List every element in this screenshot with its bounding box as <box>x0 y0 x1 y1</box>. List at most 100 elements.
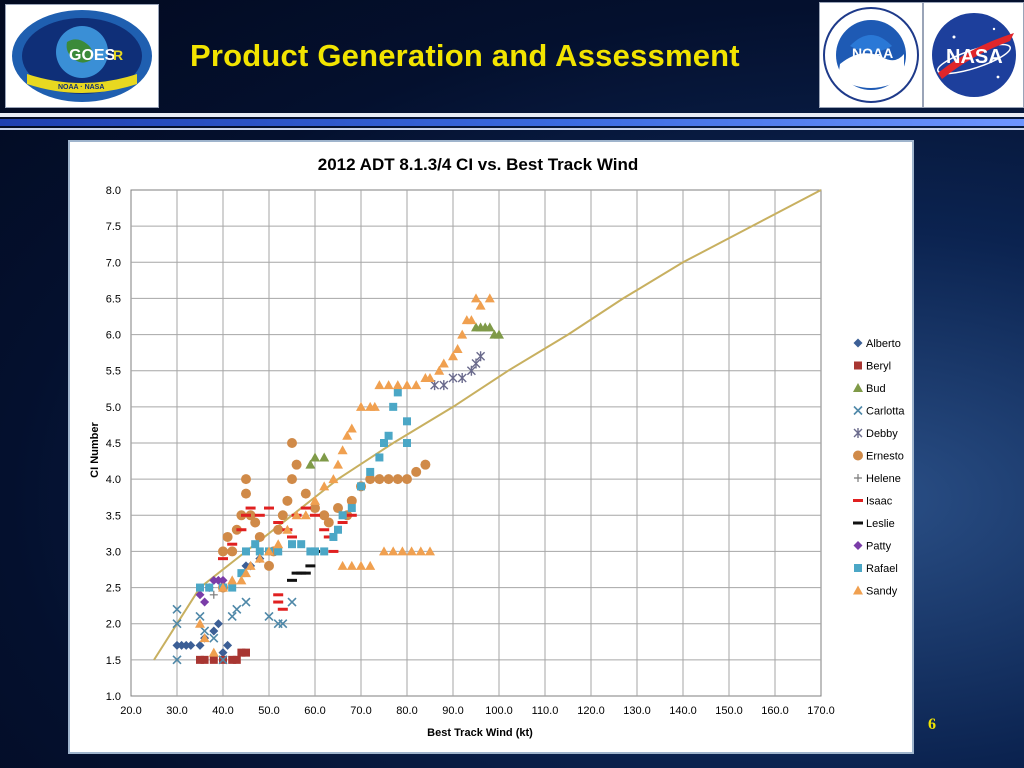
data-points <box>172 293 504 665</box>
noaa-logo: NOAA <box>819 2 923 108</box>
x-tick-label: 160.0 <box>761 705 789 717</box>
beryl-point <box>228 655 237 664</box>
nasa-logo: NASA <box>923 2 1024 108</box>
carlotta-point <box>200 626 210 636</box>
debby-point <box>466 365 476 376</box>
rafael-point <box>347 504 356 513</box>
legend-marker-isaac <box>853 499 863 502</box>
chart-legend: Alberto Beryl Bud Carlotta Debby Ernesto Helen… <box>853 338 905 598</box>
isaac-point <box>218 557 228 561</box>
rafael-point <box>242 547 250 556</box>
ernesto-point <box>402 474 412 485</box>
rafael-point <box>274 547 283 556</box>
sandy-point <box>208 647 219 657</box>
series-sandy <box>195 293 495 657</box>
page-number: 6 <box>928 716 936 733</box>
y-tick-label: 3.5 <box>106 510 121 522</box>
axis-ticks: 20.0 30.0 40.0 50.0 60.0 70.0 80.0 90.0 100.0 110… <box>106 185 835 717</box>
sandy-point <box>218 582 228 592</box>
beryl-point <box>237 648 246 657</box>
goes-r-letter: R <box>113 47 123 63</box>
leslie-point <box>300 571 311 575</box>
alberto-point <box>181 640 191 650</box>
carlotta-point <box>172 604 182 614</box>
noaa-logo-text: NOAA <box>852 45 893 61</box>
sandy-point <box>264 546 274 556</box>
legend-marker-ernesto <box>853 450 863 461</box>
sandy-point <box>475 300 486 310</box>
ernesto-point <box>346 495 357 506</box>
y-tick-label: 4.5 <box>106 438 121 450</box>
sandy-point <box>379 546 389 556</box>
ernesto-point <box>310 503 320 514</box>
rafael-point <box>334 525 342 534</box>
carlotta-point <box>227 611 237 622</box>
ernesto-point <box>287 474 297 485</box>
sandy-point <box>333 459 343 469</box>
y-tick-label: 6.0 <box>106 330 121 342</box>
patty-point <box>209 575 219 585</box>
rafael-point <box>237 569 246 578</box>
beryl-point <box>242 648 250 657</box>
legend-marker-beryl <box>854 361 862 370</box>
sandy-point <box>328 474 339 484</box>
ernesto-point <box>273 524 284 535</box>
isaac-point <box>264 506 274 510</box>
sandy-point <box>452 344 463 354</box>
patty-point <box>195 590 205 600</box>
sandy-point <box>346 423 357 433</box>
carlotta-point <box>278 619 288 629</box>
goes-r-emblem-icon: GOES R NOAA · NASA <box>12 10 152 102</box>
beryl-point <box>196 655 204 664</box>
patty-point <box>213 575 223 585</box>
x-axis-label: Best Track Wind (kt) <box>427 727 533 739</box>
ernesto-point <box>222 531 233 542</box>
rafael-point <box>380 439 388 447</box>
legend-label-debby: Debby <box>866 428 898 440</box>
legend-label-sandy: Sandy <box>866 586 898 598</box>
rafael-point <box>320 547 329 556</box>
sandy-point <box>342 430 353 440</box>
carlotta-point <box>195 611 205 622</box>
alberto-point <box>241 561 251 571</box>
header-rule-top <box>0 113 1024 117</box>
rafael-point <box>389 402 398 411</box>
leslie-point <box>287 578 297 582</box>
legend-marker-sandy <box>853 585 863 595</box>
sandy-point <box>388 546 399 556</box>
ernesto-point <box>218 546 228 557</box>
carlotta-point <box>264 611 274 622</box>
legend-marker-bud <box>853 383 863 392</box>
carlotta-point <box>209 633 219 643</box>
y-tick-label: 1.0 <box>106 691 121 703</box>
grid <box>130 189 822 697</box>
isaac-point <box>241 513 251 517</box>
isaac-point <box>273 521 284 525</box>
sandy-point <box>356 401 366 411</box>
sandy-point <box>471 293 481 303</box>
sandy-point <box>337 560 348 570</box>
rafael-point <box>306 547 315 556</box>
sandy-point <box>236 575 247 585</box>
rafael-point <box>393 388 402 397</box>
rafael-point <box>338 511 347 520</box>
legend-marker-helene <box>854 474 862 482</box>
beryl-point <box>209 655 218 664</box>
goes-logo-subtext: NOAA · NASA <box>58 84 104 91</box>
ernesto-point <box>333 503 343 514</box>
isaac-point <box>319 528 330 532</box>
helene-point <box>209 590 218 599</box>
legend-label-rafael: Rafael <box>866 563 898 575</box>
ernesto-point <box>300 488 311 499</box>
sandy-point <box>397 546 408 556</box>
sandy-point <box>484 293 495 303</box>
sandy-point <box>369 401 380 411</box>
carlotta-point <box>218 655 228 665</box>
y-tick-label: 5.0 <box>106 402 121 414</box>
x-tick-label: 130.0 <box>623 705 651 717</box>
sandy-point <box>356 560 366 570</box>
sandy-point <box>310 495 320 505</box>
y-axis-label: CI Number <box>89 421 101 477</box>
sandy-point <box>415 546 426 556</box>
x-tick-label: 20.0 <box>120 705 141 717</box>
